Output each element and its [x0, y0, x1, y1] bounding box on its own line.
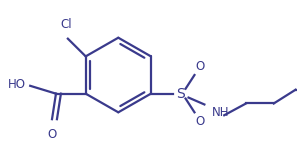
Text: O: O [196, 115, 205, 128]
Text: O: O [196, 60, 205, 73]
Text: HO: HO [8, 78, 26, 91]
Text: O: O [47, 128, 57, 141]
Text: NH: NH [212, 106, 230, 119]
Text: Cl: Cl [60, 18, 72, 31]
Text: S: S [176, 87, 185, 101]
